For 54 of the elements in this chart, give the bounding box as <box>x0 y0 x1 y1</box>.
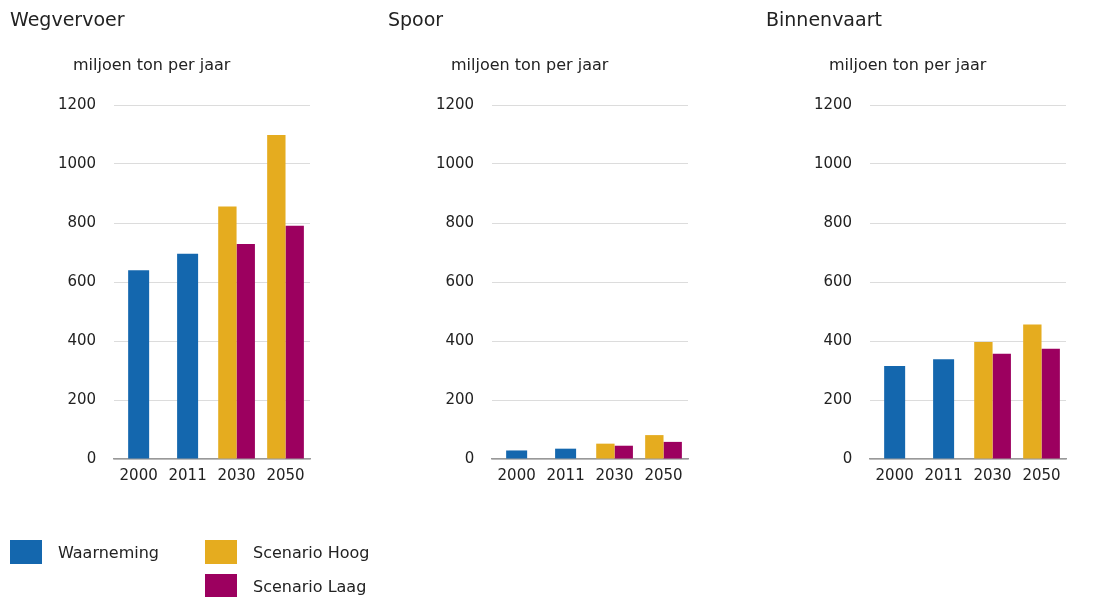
chart-title: Spoor <box>388 8 444 30</box>
y-tick-label: 800 <box>445 212 475 231</box>
x-tick-label: 2030 <box>595 465 634 484</box>
y-tick-label: 1200 <box>435 94 475 113</box>
y-tick-label: 1000 <box>813 153 853 172</box>
legend-label: Scenario Laag <box>253 576 367 596</box>
x-tick-label: 2011 <box>546 465 585 484</box>
y-axis-title: miljoen ton per jaar <box>829 55 987 74</box>
x-tick-label: 2011 <box>924 465 963 484</box>
y-tick-label: 0 <box>842 448 853 467</box>
bar <box>933 359 955 459</box>
bar <box>236 243 255 459</box>
y-tick-label: 600 <box>67 271 97 290</box>
bar <box>285 225 304 459</box>
bar <box>218 206 237 459</box>
bar <box>992 353 1011 459</box>
bar <box>1041 348 1060 459</box>
y-tick-label: 200 <box>823 389 853 408</box>
x-tick-label: 2000 <box>119 465 158 484</box>
x-tick-label: 2011 <box>168 465 207 484</box>
legend-label: Waarneming <box>58 542 160 562</box>
y-tick-label: 200 <box>445 389 475 408</box>
y-tick-label: 1200 <box>813 94 853 113</box>
bar <box>267 135 286 459</box>
legend-label: Scenario Hoog <box>253 542 370 562</box>
y-axis-title: miljoen ton per jaar <box>73 55 231 74</box>
x-tick-label: 2030 <box>973 465 1012 484</box>
bar <box>974 341 993 459</box>
y-tick-label: 600 <box>445 271 475 290</box>
y-tick-label: 1000 <box>57 153 97 172</box>
bar <box>128 270 150 459</box>
y-tick-label: 800 <box>67 212 97 231</box>
y-tick-label: 800 <box>823 212 853 231</box>
y-tick-label: 0 <box>464 448 475 467</box>
y-tick-label: 400 <box>445 330 475 349</box>
y-tick-label: 600 <box>823 271 853 290</box>
bar <box>1023 324 1042 459</box>
bar <box>884 366 906 459</box>
y-tick-label: 1000 <box>435 153 475 172</box>
x-tick-label: 2050 <box>644 465 683 484</box>
y-tick-label: 0 <box>86 448 97 467</box>
chart-title: Binnenvaart <box>766 8 882 30</box>
y-tick-label: 200 <box>67 389 97 408</box>
x-tick-label: 2030 <box>217 465 256 484</box>
x-tick-label: 2050 <box>1022 465 1061 484</box>
y-axis-title: miljoen ton per jaar <box>451 55 609 74</box>
y-tick-label: 400 <box>67 330 97 349</box>
x-tick-label: 2000 <box>497 465 536 484</box>
chart-title: Wegvervoer <box>10 8 125 30</box>
bar <box>177 253 199 459</box>
x-tick-label: 2000 <box>875 465 914 484</box>
y-tick-label: 1200 <box>57 94 97 113</box>
x-tick-label: 2050 <box>266 465 305 484</box>
y-tick-label: 400 <box>823 330 853 349</box>
